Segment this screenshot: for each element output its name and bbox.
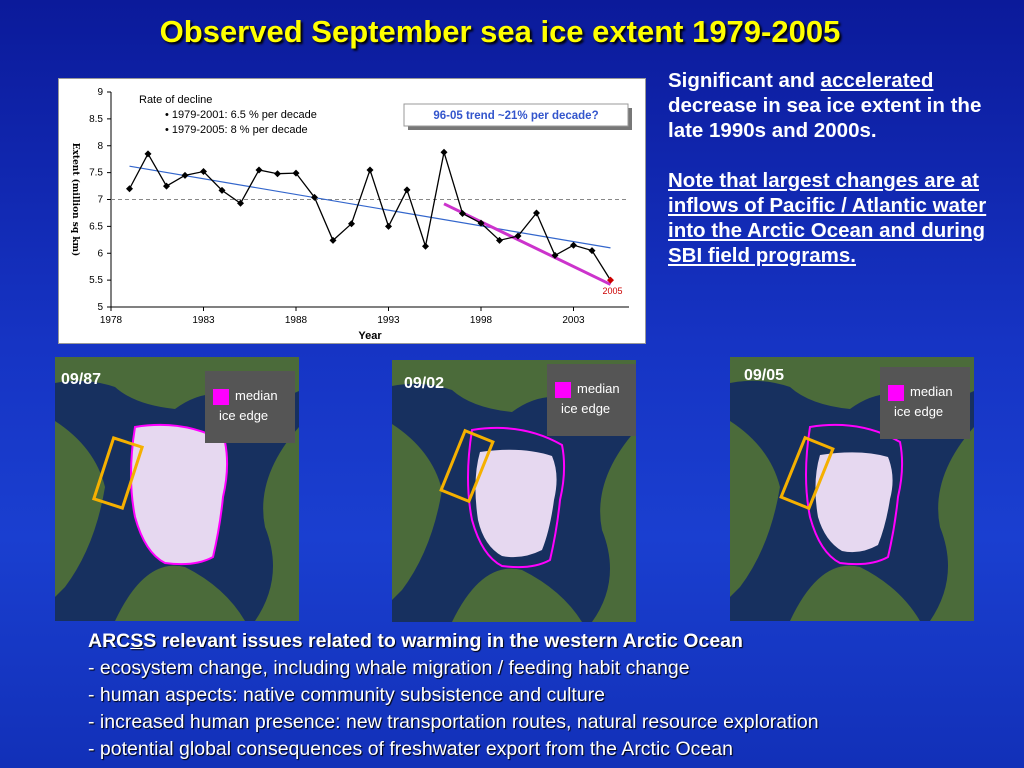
data-point	[348, 220, 355, 228]
data-point	[551, 251, 559, 259]
y-tick-label: 8	[97, 141, 103, 152]
data-point	[403, 186, 411, 194]
x-tick-label: 1998	[470, 315, 493, 326]
trend-box-label: 96-05 trend ~21% per decade?	[433, 110, 598, 122]
y-tick-label: 6	[97, 248, 103, 259]
map-legend: median ice edge	[205, 371, 295, 443]
data-point	[533, 209, 540, 217]
arctic-map-2005: 09/05 median ice edge	[730, 357, 974, 621]
heading-part1: ARC	[88, 630, 131, 652]
x-tick-label: 1988	[285, 315, 308, 326]
y-axis-label: Extent (million sq km)	[70, 143, 81, 257]
heading-part2: S relevant issues related to warming in …	[143, 630, 743, 652]
data-point	[440, 148, 448, 156]
x-tick-label: 1978	[100, 315, 123, 326]
x-tick-label: 2003	[562, 315, 585, 326]
data-point	[163, 182, 170, 190]
rate-of-decline-item: • 1979-2001: 6.5 % per decade	[165, 109, 317, 121]
legend-text-2: ice edge	[219, 408, 269, 423]
summary-text: Significant and accelerated decrease in …	[668, 68, 1018, 268]
median-ice-edge-swatch	[213, 389, 229, 405]
median-ice-edge-swatch	[888, 385, 904, 401]
x-tick-label: 1993	[377, 315, 400, 326]
legend-text-2: ice edge	[894, 404, 944, 419]
data-point	[200, 168, 207, 176]
data-point	[218, 186, 226, 194]
data-point	[607, 276, 614, 284]
data-point	[311, 193, 318, 201]
issues-heading: ARCSS relevant issues related to warming…	[88, 628, 1008, 655]
issue-item: - ecosystem change, including whale migr…	[88, 657, 690, 679]
y-tick-label: 6.5	[89, 221, 103, 232]
median-ice-edge-swatch	[555, 382, 571, 398]
slide-title: Observed September sea ice extent 1979-2…	[159, 14, 841, 49]
data-point	[144, 150, 152, 158]
trend-line-1979-2005	[129, 165, 611, 249]
data-point	[255, 166, 263, 174]
map-date-label: 09/87	[61, 371, 102, 388]
data-point	[385, 222, 392, 230]
legend-text-1: median	[910, 384, 953, 399]
y-tick-label: 9	[97, 87, 103, 98]
summary-paragraph-2: Note that largest changes are at inflows…	[668, 169, 987, 267]
sea-ice-extent-chart: 5 5.5 6 6.5 7 7.5 8 8.5 9 1978 1983 1988 1993 1998 200…	[58, 78, 646, 344]
summary-p1-part1: Significant and	[668, 69, 821, 92]
x-axis-label: Year	[358, 330, 382, 342]
map-date-label: 09/05	[744, 367, 785, 384]
data-point	[237, 199, 244, 207]
data-point	[181, 171, 189, 179]
data-point	[459, 209, 466, 217]
y-tick-label: 5	[97, 302, 103, 313]
heading-emphasis: S	[130, 630, 144, 652]
legend-text-1: median	[577, 381, 620, 396]
y-tick-label: 7	[97, 195, 103, 206]
y-tick-label: 8.5	[89, 114, 103, 125]
legend-text-2: ice edge	[561, 401, 611, 416]
data-point	[126, 185, 133, 193]
y-tick-label: 5.5	[89, 275, 103, 286]
x-tick-label: 1983	[192, 315, 215, 326]
data-point	[477, 219, 485, 227]
data-point	[292, 169, 300, 177]
rate-of-decline-item: • 1979-2005: 8 % per decade	[165, 124, 308, 136]
arctic-map-1987: 09/87 median ice edge	[55, 357, 299, 621]
issue-item: - potential global consequences of fresh…	[88, 738, 733, 760]
map-legend: median ice edge	[880, 367, 970, 439]
summary-p1-emphasis: accelerated	[820, 69, 934, 92]
trend-box	[403, 103, 629, 127]
map-legend: median ice edge	[547, 364, 636, 436]
data-point	[422, 242, 429, 250]
data-point	[496, 236, 503, 244]
arctic-map-2002: 09/02 median ice edge	[392, 360, 636, 622]
point-label-2005: 2005	[602, 286, 622, 296]
data-point	[588, 247, 596, 255]
bottom-text: ARCSS relevant issues related to warming…	[88, 628, 1008, 763]
data-point	[570, 241, 577, 249]
legend-text-1: median	[235, 388, 278, 403]
data-point	[366, 166, 374, 174]
summary-p1-part2: decrease in sea ice extent in the late 1…	[668, 94, 982, 142]
rate-of-decline-title: Rate of decline	[139, 94, 212, 106]
issue-item: - increased human presence: new transpor…	[88, 711, 819, 733]
summary-paragraph-1: Significant and accelerated decrease in …	[668, 68, 1018, 143]
trend-line-1996-2005	[443, 202, 612, 286]
issue-item: - human aspects: native community subsis…	[88, 684, 606, 706]
map-date-label: 09/02	[404, 375, 445, 392]
y-tick-label: 7.5	[89, 168, 103, 179]
data-point	[329, 236, 337, 244]
chart-svg: 5 5.5 6 6.5 7 7.5 8 8.5 9 1978 1983 1988 1993 1998 200…	[70, 87, 632, 342]
data-point	[274, 170, 281, 178]
data-point	[514, 232, 522, 240]
